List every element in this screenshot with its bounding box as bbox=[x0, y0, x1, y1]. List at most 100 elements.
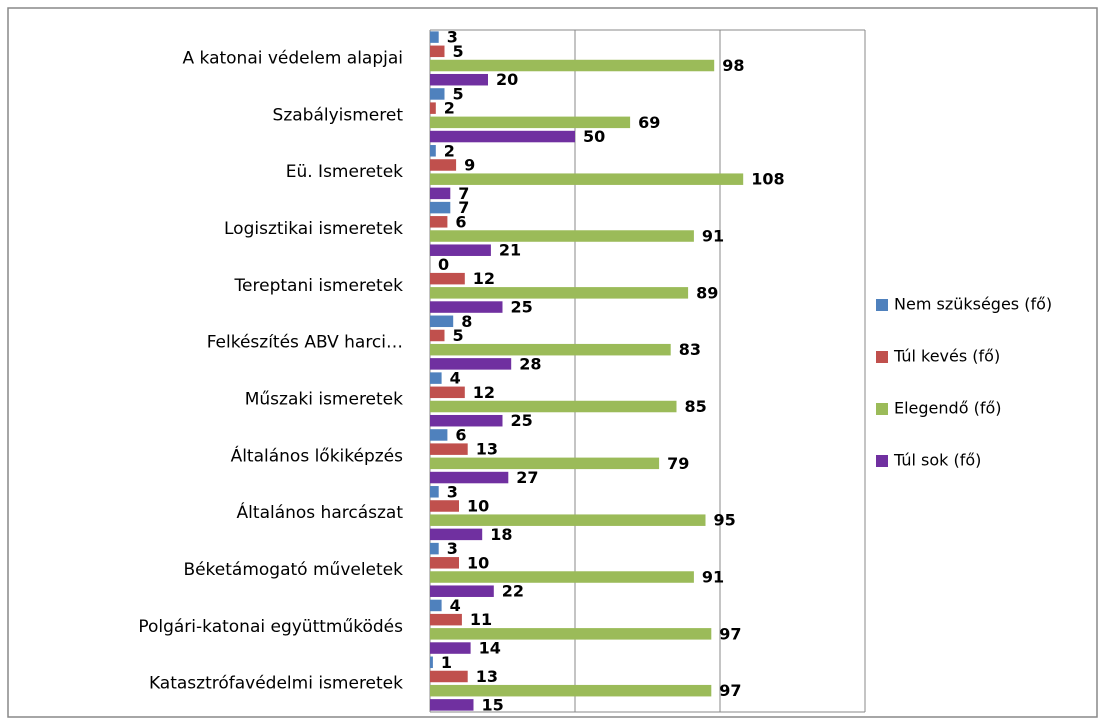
data-label: 25 bbox=[511, 298, 533, 317]
data-label: 13 bbox=[476, 667, 498, 686]
bar bbox=[430, 542, 439, 555]
legend-label: Nem szükséges (fő) bbox=[894, 295, 1052, 314]
category-label: Szabályismeret bbox=[273, 105, 404, 125]
bar bbox=[430, 358, 512, 370]
data-label: 97 bbox=[719, 681, 741, 700]
data-label: 18 bbox=[490, 525, 512, 544]
data-label: 91 bbox=[702, 568, 724, 587]
bar bbox=[430, 471, 509, 484]
data-label: 8 bbox=[461, 312, 472, 331]
bar bbox=[430, 684, 712, 697]
bar bbox=[430, 272, 465, 285]
category-label: Polgári-katonai együttműködés bbox=[138, 617, 403, 637]
data-label: 7 bbox=[458, 184, 469, 203]
bar bbox=[430, 670, 468, 683]
data-label: 79 bbox=[667, 454, 689, 473]
bar bbox=[430, 31, 439, 43]
bar bbox=[430, 514, 706, 526]
data-label: 85 bbox=[685, 397, 707, 416]
data-label: 25 bbox=[511, 411, 533, 430]
bar bbox=[430, 173, 744, 185]
bar bbox=[430, 187, 451, 200]
data-label: 21 bbox=[499, 241, 521, 260]
data-label: 50 bbox=[583, 127, 605, 146]
data-label: 5 bbox=[453, 42, 464, 61]
bar bbox=[430, 486, 439, 498]
data-label: 4 bbox=[450, 369, 461, 388]
data-label: 3 bbox=[447, 28, 458, 47]
legend-label: Túl kevés (fő) bbox=[893, 347, 1000, 366]
bar bbox=[430, 557, 459, 569]
bar bbox=[430, 73, 488, 86]
bar bbox=[430, 457, 660, 470]
data-label: 83 bbox=[679, 340, 701, 359]
bar bbox=[430, 642, 471, 654]
data-label: 6 bbox=[455, 212, 466, 231]
data-label: 28 bbox=[519, 354, 541, 373]
data-label: 6 bbox=[455, 425, 466, 444]
data-label: 3 bbox=[447, 482, 458, 501]
data-label: 1 bbox=[441, 653, 452, 672]
legend-label: Túl sok (fő) bbox=[893, 451, 981, 470]
bar bbox=[430, 386, 465, 399]
data-label: 2 bbox=[444, 99, 455, 118]
bar bbox=[430, 230, 694, 242]
bar bbox=[430, 45, 445, 58]
bar bbox=[430, 201, 451, 214]
bar bbox=[430, 699, 474, 711]
bar bbox=[430, 216, 448, 228]
data-label: 12 bbox=[473, 269, 495, 288]
bar bbox=[430, 429, 448, 441]
bar bbox=[430, 102, 436, 114]
bar bbox=[430, 329, 445, 342]
bar bbox=[430, 116, 631, 129]
bar bbox=[430, 528, 483, 541]
bar bbox=[430, 400, 677, 413]
data-label: 91 bbox=[702, 227, 724, 246]
bar bbox=[430, 59, 715, 72]
bar bbox=[430, 599, 442, 612]
category-label: Tereptani ismeretek bbox=[234, 276, 404, 296]
data-label: 3 bbox=[447, 539, 458, 558]
data-label: 97 bbox=[719, 624, 741, 643]
data-label: 15 bbox=[482, 695, 504, 714]
data-label: 5 bbox=[453, 326, 464, 345]
data-label: 27 bbox=[516, 468, 538, 487]
data-label: 5 bbox=[453, 84, 464, 103]
legend-swatch bbox=[876, 299, 888, 311]
data-label: 89 bbox=[696, 283, 718, 302]
bar bbox=[430, 656, 433, 669]
bar bbox=[430, 571, 694, 583]
data-label: 2 bbox=[444, 141, 455, 160]
category-label: Általános lőkiképzés bbox=[231, 444, 404, 466]
category-label: Béketámogató műveletek bbox=[183, 560, 403, 580]
bar bbox=[430, 159, 457, 171]
bar bbox=[430, 585, 494, 597]
category-label: Logisztikai ismeretek bbox=[224, 219, 403, 239]
data-label: 0 bbox=[438, 255, 449, 274]
data-label: 98 bbox=[722, 56, 744, 75]
data-label: 108 bbox=[751, 170, 784, 189]
bar bbox=[430, 315, 454, 328]
bar bbox=[430, 372, 442, 384]
data-label: 9 bbox=[464, 155, 475, 174]
legend-swatch bbox=[876, 351, 888, 363]
bar bbox=[430, 244, 491, 256]
bar bbox=[430, 613, 462, 626]
bar bbox=[430, 301, 503, 313]
bar bbox=[430, 628, 712, 640]
data-label: 10 bbox=[467, 496, 489, 515]
bar bbox=[430, 130, 575, 143]
data-label: 11 bbox=[470, 610, 492, 629]
data-label: 10 bbox=[467, 553, 489, 572]
category-label: Felkészítés ABV harci… bbox=[207, 333, 403, 353]
data-label: 20 bbox=[496, 70, 518, 89]
category-label: Eü. Ismeretek bbox=[286, 162, 403, 182]
category-label: Katasztrófavédelmi ismeretek bbox=[149, 674, 403, 694]
category-label: Műszaki ismeretek bbox=[245, 389, 403, 409]
bar bbox=[430, 443, 468, 455]
bar bbox=[430, 145, 436, 157]
data-label: 95 bbox=[714, 511, 736, 530]
bar bbox=[430, 88, 445, 100]
